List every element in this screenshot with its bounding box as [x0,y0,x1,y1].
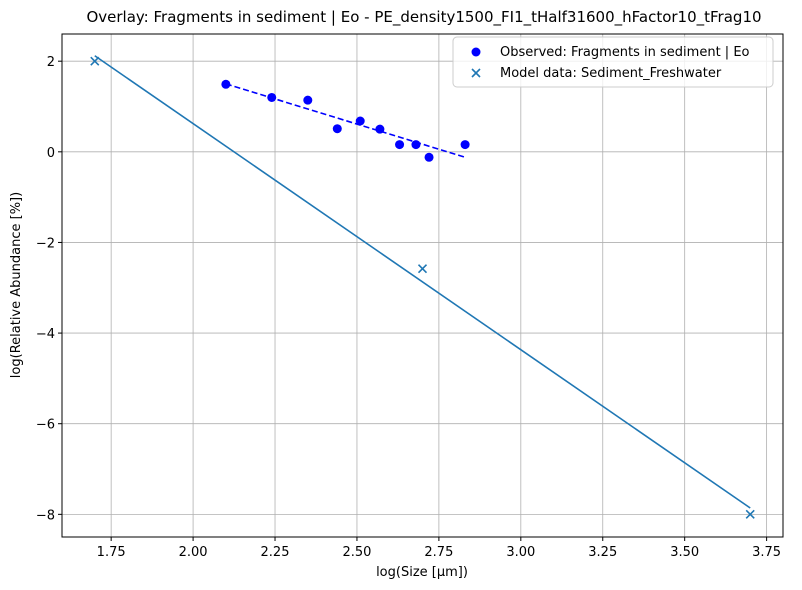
x-tick-label: 3.75 [752,545,781,560]
legend-marker-observed [471,47,481,57]
y-tick-label: −6 [36,418,55,433]
legend-box [452,36,774,88]
observed-point [267,92,277,102]
legend-marker-model [471,68,481,78]
model-point [745,509,755,519]
x-axis-label: log(Size [µm]) [376,565,468,580]
x-tick-label: 2.00 [179,545,208,560]
x-tick-label: 2.50 [342,545,371,560]
x-tick-label: 3.50 [670,545,699,560]
observed-point [395,140,405,150]
observed-point [303,95,313,105]
plot-frame [61,33,784,538]
legend: Observed: Fragments in sediment | Eo Mod… [452,36,774,88]
legend-label-observed: Observed: Fragments in sediment | Eo [500,45,750,60]
grid [62,34,783,537]
observed-point [411,140,421,150]
observed-point [221,79,231,89]
model-point [417,264,428,274]
fit-lines [94,55,751,509]
observed-point [460,140,470,150]
x-tick-label: 3.25 [588,545,617,560]
observed-trend-line [225,83,466,159]
x-tick-label: 1.75 [97,545,126,560]
x-tick-label: 2.25 [261,545,290,560]
observed-point [355,116,365,126]
x-tick-label: 3.00 [506,545,535,560]
y-axis: 2 0 −2 −4 −6 −8 [36,55,62,523]
observed-point [375,124,385,134]
y-tick-label: 0 [47,146,55,161]
x-tick-label: 2.75 [424,545,453,560]
y-tick-label: −2 [36,236,55,251]
y-tick-label: 2 [47,55,55,70]
chart-title: Overlay: Fragments in sediment | Eo - PE… [86,8,761,27]
y-axis-label: log(Relative Abundance [%]) [9,192,24,378]
legend-label-model: Model data: Sediment_Freshwater [500,66,722,81]
observed-point [332,124,342,134]
y-tick-label: −4 [36,327,55,342]
observed-point [424,152,434,162]
y-tick-label: −8 [36,508,55,523]
x-axis: 1.75 2.00 2.25 2.50 2.75 3.00 3.25 3.50 3.75 [97,537,781,560]
model-trend-line [94,55,751,509]
model-point [90,56,100,66]
data-points [90,56,755,519]
